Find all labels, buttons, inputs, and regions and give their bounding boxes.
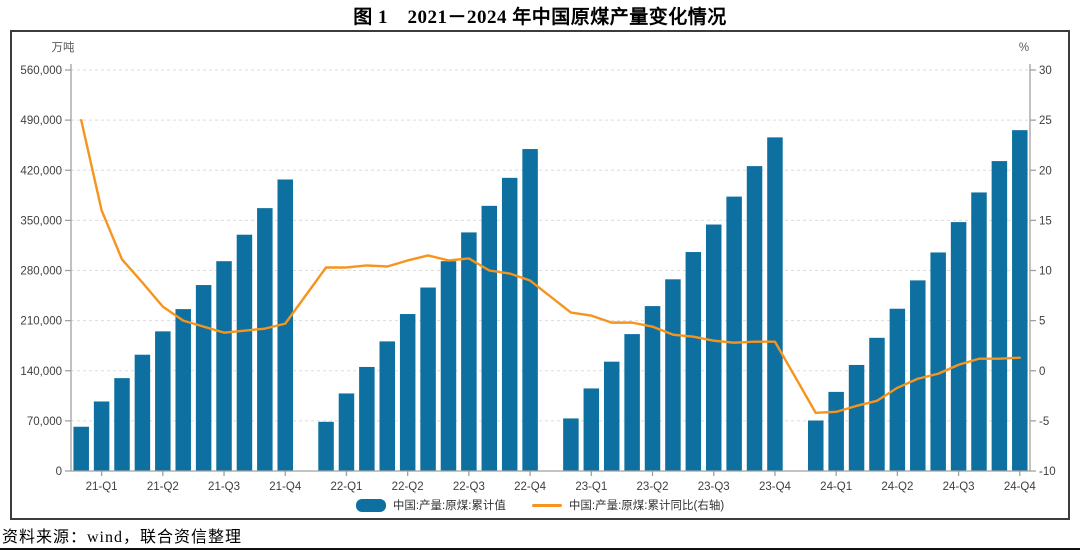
right-tick-label: 5 (1039, 316, 1045, 328)
bar (685, 252, 702, 471)
x-axis: 21-Q1 21-Q2 21-Q3 21-Q4 22-Q1 22-Q2 22-Q3 22-Q4… (71, 470, 1037, 493)
bar (318, 421, 334, 471)
bar (950, 222, 967, 471)
bar (644, 306, 661, 471)
bar (379, 341, 396, 471)
left-axis: 0 70,000 140,000 210,000 280,000 350,000 420,0… (20, 41, 75, 478)
bar (726, 196, 742, 471)
bar (359, 366, 375, 471)
bar (501, 177, 518, 471)
bar (216, 261, 232, 471)
bar (236, 234, 253, 471)
left-tick-label: 490,000 (20, 115, 62, 127)
bar (828, 391, 844, 471)
left-tick-label: 70,000 (27, 416, 62, 428)
x-tick-label: 21-Q2 (147, 481, 179, 493)
bar (583, 388, 600, 471)
x-tick-label: 22-Q4 (514, 481, 547, 493)
x-tick-label: 22-Q2 (392, 481, 424, 493)
x-tick-label: 24-Q2 (881, 481, 913, 493)
x-tick-label: 24-Q1 (820, 481, 852, 493)
yoy-line (79, 118, 1021, 415)
bar (461, 232, 477, 471)
bar (808, 420, 824, 471)
left-tick-label: 420,000 (20, 165, 62, 177)
bar (746, 166, 763, 471)
x-tick-label: 21-Q3 (208, 481, 240, 493)
bar (277, 179, 293, 472)
right-tick-label: -5 (1039, 416, 1049, 428)
x-tick-label: 23-Q4 (759, 481, 792, 493)
right-tick-label: 30 (1039, 65, 1052, 77)
right-tick-label: 20 (1039, 165, 1052, 177)
bar (155, 331, 171, 471)
gridlines (71, 69, 1030, 422)
left-tick-label: 560,000 (20, 65, 62, 77)
right-tick-label: 10 (1039, 266, 1052, 278)
bar (399, 314, 416, 471)
right-tick-label: 25 (1039, 115, 1052, 127)
legend-item-production: 中国:产量:原煤:累计值 (355, 497, 506, 513)
bar (930, 252, 946, 471)
bar (1012, 130, 1028, 471)
legend-bar-swatch-icon (355, 498, 386, 512)
left-tick-label: 0 (56, 466, 62, 478)
bar (134, 354, 151, 471)
bar (420, 287, 436, 471)
bottom-rule (0, 548, 1080, 550)
bar (93, 401, 110, 471)
chart-frame: 0 70,000 140,000 210,000 280,000 350,000 420,0… (10, 30, 1070, 520)
bar (767, 137, 783, 471)
bar (195, 285, 212, 471)
x-tick-label: 23-Q1 (575, 481, 607, 493)
x-tick-label: 24-Q3 (943, 481, 975, 493)
left-tick-label: 280,000 (20, 266, 62, 278)
bar (848, 364, 865, 471)
x-tick-label: 24-Q4 (1004, 481, 1037, 493)
bar (338, 393, 355, 471)
bar (481, 205, 498, 471)
right-axis: -10 -5 0 5 10 15 20 25 30% (1019, 42, 1056, 478)
x-tick-label: 23-Q2 (637, 481, 669, 493)
right-tick-label: 0 (1039, 366, 1045, 378)
left-axis-unit: 万吨 (52, 41, 75, 54)
right-tick-label: -10 (1039, 466, 1056, 478)
x-tick-label: 21-Q1 (86, 481, 118, 493)
bar (603, 361, 620, 471)
production-bars (73, 130, 1028, 472)
x-tick-label: 23-Q3 (698, 481, 730, 493)
right-axis-unit: % (1019, 42, 1029, 54)
source-note: 资料来源：wind，联合资信整理 (2, 529, 243, 546)
legend-item-yoy: 中国:产量:原煤:累计同比(右轴) (531, 497, 725, 513)
left-tick-label: 350,000 (20, 215, 62, 227)
bar (522, 149, 538, 472)
x-tick-label: 22-Q1 (330, 481, 362, 493)
bar (869, 337, 885, 471)
bar (624, 334, 640, 471)
bar (665, 279, 681, 471)
chart-legend: 中国:产量:原煤:累计值 中国:产量:原煤:累计同比(右轴) (12, 497, 1068, 513)
bar (257, 208, 273, 471)
bar (971, 192, 987, 471)
bar (889, 308, 906, 471)
x-tick-label: 22-Q3 (453, 481, 485, 493)
bar (991, 161, 1008, 471)
left-tick-label: 210,000 (20, 316, 62, 328)
legend-label: 中国:产量:原煤:累计值 (392, 500, 506, 512)
bar (705, 224, 722, 471)
bar (175, 309, 191, 471)
x-tick-label: 21-Q4 (269, 481, 302, 493)
bar (114, 378, 130, 471)
bar (910, 280, 926, 471)
chart-canvas: 0 70,000 140,000 210,000 280,000 350,000 420,0… (20, 41, 1056, 493)
page-title: 图 1 2021－2024 年中国原煤产量变化情况 (353, 7, 727, 28)
bar (440, 261, 457, 471)
legend-label: 中国:产量:原煤:累计同比(右轴) (568, 500, 725, 512)
left-tick-label: 140,000 (20, 366, 62, 378)
bar (73, 426, 89, 471)
right-tick-label: 15 (1039, 215, 1052, 227)
bar (563, 418, 579, 471)
legend-line-swatch-icon (531, 503, 562, 507)
